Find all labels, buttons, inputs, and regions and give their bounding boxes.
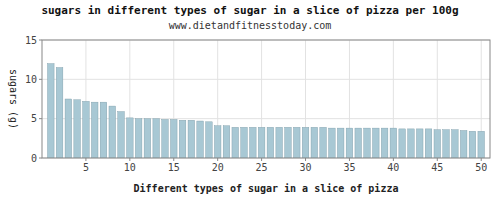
tick-mark (261, 158, 262, 161)
tick-mark (39, 40, 42, 41)
bar (390, 128, 397, 158)
plot-frame (42, 40, 490, 158)
tick-label: 45 (431, 162, 443, 173)
tick-mark (481, 158, 482, 161)
bar (337, 128, 344, 158)
subtitle: www.dietandfitnesstoday.com (169, 20, 332, 31)
tick-mark (217, 158, 218, 161)
x-axis-label: Different types of sugar in a slice of p… (134, 183, 399, 194)
bar (83, 101, 90, 158)
y-axis-label: sugars (g) (8, 69, 19, 129)
tick-mark (349, 158, 350, 161)
bar (381, 128, 388, 158)
tick-label: 20 (212, 162, 224, 173)
bar (452, 130, 459, 158)
bar (74, 100, 81, 158)
bar (399, 129, 406, 158)
tick-label: 10 (25, 74, 37, 85)
tick-label: 0 (31, 153, 37, 164)
bar (460, 130, 467, 158)
bar (250, 127, 257, 158)
bar (364, 128, 371, 158)
bar (416, 129, 423, 158)
bar (144, 119, 151, 158)
bar (478, 131, 485, 158)
tick-mark (85, 158, 86, 161)
tick-mark (129, 158, 130, 161)
tick-label: 25 (256, 162, 268, 173)
bar (469, 131, 476, 158)
bar (214, 126, 221, 158)
bar (47, 64, 54, 158)
tick-mark (305, 158, 306, 161)
title: sugars in different types of sugar in a … (41, 4, 458, 17)
tick-mark (39, 79, 42, 80)
bar (302, 127, 309, 158)
bar (434, 130, 441, 158)
tick-mark (393, 158, 394, 161)
bar (373, 128, 380, 158)
bar (408, 129, 415, 158)
bar (162, 119, 169, 158)
bar (197, 121, 204, 158)
bar (443, 130, 450, 158)
bar (179, 120, 186, 158)
bar (135, 119, 142, 158)
bar (118, 112, 125, 158)
tick-label: 30 (300, 162, 312, 173)
bar (91, 102, 98, 158)
tick-label: 50 (475, 162, 487, 173)
bar (329, 128, 336, 158)
bar (223, 126, 230, 158)
tick-label: 5 (31, 113, 37, 124)
tick-label: 5 (83, 162, 89, 173)
bar (188, 120, 195, 158)
chart: 0 5 10 15 5 10 15 20 25 30 35 40 45 50 sugars in diffe… (0, 0, 500, 200)
bar (56, 68, 63, 158)
bar (65, 99, 72, 158)
bar (276, 127, 283, 158)
bar (170, 119, 177, 158)
bar (346, 128, 353, 158)
bar (293, 127, 300, 158)
bar (206, 122, 213, 158)
tick-mark (437, 158, 438, 161)
bar (425, 129, 432, 158)
grid (42, 40, 490, 158)
grid-line (42, 79, 490, 80)
bar (100, 102, 107, 158)
tick-label: 40 (387, 162, 399, 173)
tick-label: 15 (168, 162, 180, 173)
tick-label: 35 (343, 162, 355, 173)
bar (109, 106, 116, 158)
tick-mark (39, 158, 42, 159)
bar (355, 128, 362, 158)
bar (241, 127, 248, 158)
bar (285, 127, 292, 158)
bar (311, 127, 318, 158)
bar (232, 127, 239, 158)
bars (47, 64, 484, 158)
tick-mark (173, 158, 174, 161)
bar (267, 127, 274, 158)
bar (153, 119, 160, 158)
bar (320, 127, 327, 158)
bar (127, 118, 134, 158)
ticks: 0 5 10 15 5 10 15 20 25 30 35 40 45 50 (25, 35, 487, 174)
tick-label: 15 (25, 35, 37, 46)
tick-label: 10 (124, 162, 136, 173)
bar (258, 127, 265, 158)
tick-mark (39, 118, 42, 119)
